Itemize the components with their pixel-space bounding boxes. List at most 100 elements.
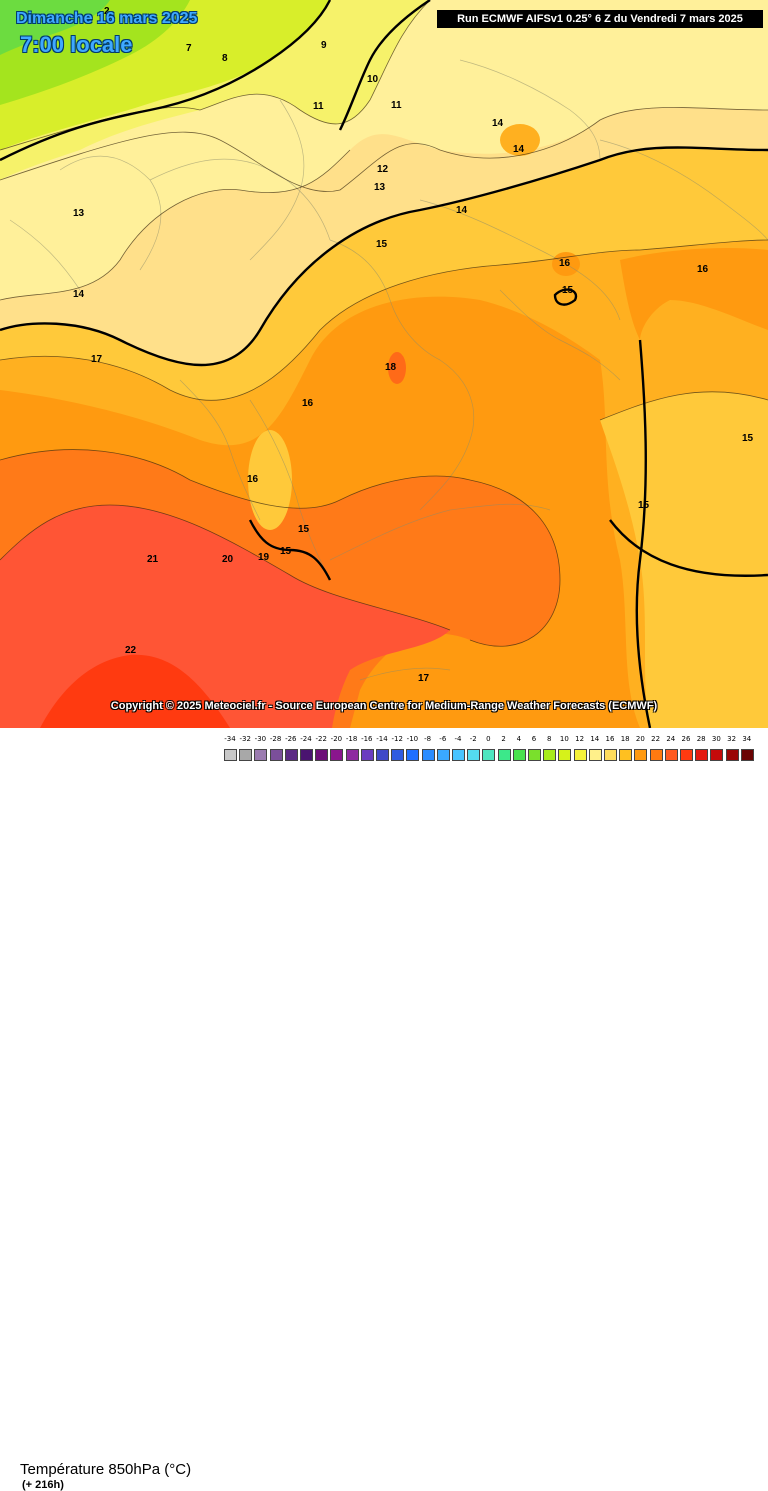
scale-tick-label: 20	[635, 735, 645, 743]
scale-tick-label: 12	[575, 735, 585, 743]
scale-tick-label: -22	[315, 735, 327, 743]
contour-label: 13	[73, 208, 85, 219]
forecast-date: Dimanche 16 mars 2025	[16, 10, 198, 27]
scale-swatch	[725, 749, 739, 761]
scale-tick-label: -16	[361, 735, 373, 743]
run-info-bar: Run ECMWF AIFSv1 0.25° 6 Z du Vendredi 7…	[437, 10, 763, 28]
scale-swatch	[497, 749, 511, 761]
contour-label: 15	[638, 500, 650, 511]
contour-label: 11	[391, 100, 402, 111]
scale-swatch	[619, 749, 633, 761]
scale-swatch	[315, 749, 329, 761]
scale-tick-label: 32	[727, 735, 737, 743]
temperature-map: 2 7 8 9 10 11 11 12 13 14 14 14 13 14 15…	[0, 0, 768, 728]
scale-swatch	[391, 749, 405, 761]
contour-label: 13	[374, 182, 386, 193]
scale-tick-label: -32	[239, 735, 251, 743]
contour-label: 20	[222, 554, 234, 565]
scale-swatch	[558, 749, 572, 761]
scale-swatch	[224, 749, 237, 761]
contour-label: 16	[302, 398, 314, 409]
scale-swatch	[467, 749, 481, 761]
scale-swatch	[604, 749, 617, 761]
contour-label: 14	[513, 144, 525, 155]
contour-label: 21	[147, 554, 159, 565]
forecast-local-time: 7:00 locale	[20, 32, 133, 57]
scale-tick-label: 10	[559, 735, 569, 743]
scale-tick-label: -2	[469, 735, 477, 743]
color-scale: -34 -32 -30 -28 -26 -24 -22 -20 -18 -16 -14 -12 -10-…	[224, 735, 756, 765]
scale-swatch	[330, 749, 344, 761]
scale-swatch	[345, 749, 359, 761]
scale-tick-label: -30	[254, 735, 267, 743]
contour-label: 14	[73, 289, 85, 300]
scale-tick-label: 34	[742, 735, 752, 743]
contour-label: 15	[376, 239, 388, 250]
contour-label: 16	[697, 264, 709, 275]
contour-label: 14	[492, 118, 504, 129]
scale-tick-label: -4	[454, 735, 462, 743]
contour-label: 17	[418, 673, 430, 684]
map-title: Température 850hPa (°C)	[20, 1461, 192, 1478]
contour-label: 22	[125, 645, 137, 656]
scale-swatch	[573, 749, 587, 761]
scale-swatch	[436, 749, 450, 761]
contour-label: 9	[321, 40, 327, 51]
copyright-notice: Copyright © 2025 Meteociel.fr - Source E…	[110, 700, 658, 712]
scale-tick-label: -24	[300, 735, 312, 743]
scale-tick-label: 14	[590, 735, 600, 743]
scale-tick-label: 28	[696, 735, 706, 743]
scale-tick-label: -6	[439, 735, 447, 743]
scale-tick-label: 30	[711, 735, 721, 743]
contour-label: 16	[247, 474, 259, 485]
scale-swatch	[239, 749, 253, 761]
scale-tick-label: 18	[620, 735, 630, 743]
contour-label: 11	[313, 101, 324, 112]
lead-time: (+ 216h)	[22, 1479, 64, 1491]
scale-tick-label: -26	[285, 735, 297, 743]
scale-swatch	[710, 749, 724, 761]
contour-label: 15	[280, 546, 292, 557]
scale-tick-label: -10	[406, 735, 419, 743]
scale-swatch	[634, 749, 648, 761]
scale-tick-label: 26	[681, 735, 691, 743]
contour-label: 18	[385, 362, 397, 373]
scale-tick-label: 16	[605, 735, 615, 743]
contour-label: 19	[258, 552, 270, 563]
scale-swatch	[740, 749, 754, 761]
scale-swatch	[695, 749, 709, 761]
scale-tick-label: 24	[666, 735, 676, 743]
scale-tick-label: 0	[486, 735, 491, 743]
scale-swatch	[300, 749, 313, 761]
scale-tick-label: -20	[330, 735, 343, 743]
scale-swatch	[284, 749, 298, 761]
scale-tick-label: -12	[391, 735, 403, 743]
scale-tick-label: -28	[269, 735, 282, 743]
contour-label: 10	[367, 74, 379, 85]
scale-swatch	[543, 749, 557, 761]
scale-tick-label: -14	[376, 735, 388, 743]
contour-labels: 2 7 8 9 10 11 11 12 13 14 14 14 13 14 15…	[73, 6, 754, 684]
scale-tick-label: 6	[531, 735, 537, 743]
contour-label: 7	[186, 43, 192, 54]
scale-swatch	[360, 749, 374, 761]
scale-swatch	[528, 749, 541, 761]
scale-swatch	[376, 749, 389, 761]
scale-swatch	[664, 749, 678, 761]
scale-swatch	[588, 749, 602, 761]
contour-label: 14	[456, 205, 468, 216]
scale-swatch	[482, 749, 496, 761]
scale-swatch	[680, 749, 693, 761]
scale-tick-label: -18	[345, 735, 358, 743]
scale-swatch	[512, 749, 526, 761]
scale-tick-label: 22	[651, 735, 661, 743]
scale-tick-label: -34	[224, 735, 236, 743]
scale-tick-label: 4	[516, 735, 522, 743]
contour-label: 17	[91, 354, 103, 365]
scale-swatch	[254, 749, 268, 761]
contour-label: 15	[298, 524, 310, 535]
scale-swatch	[452, 749, 465, 761]
contour-label: 2	[104, 6, 110, 17]
scale-swatch	[269, 749, 283, 761]
contour-label: 8	[222, 53, 228, 64]
